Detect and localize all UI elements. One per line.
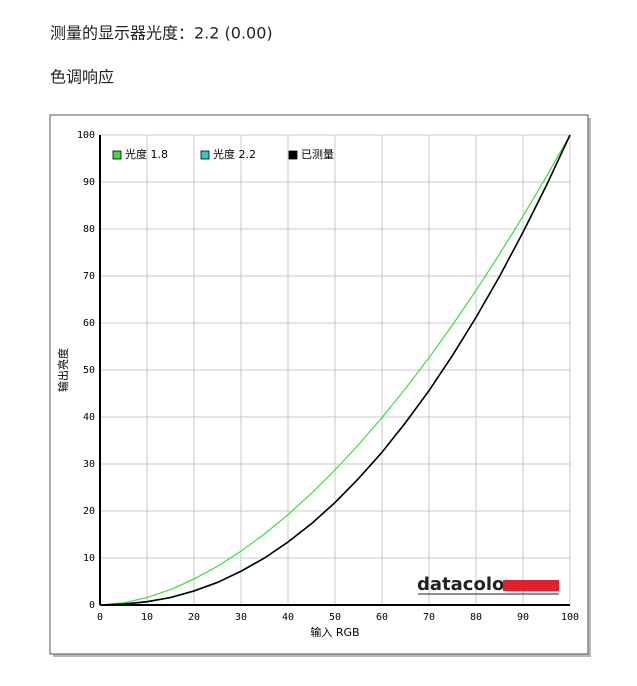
page-title: 测量的显示器光度：2.2 (0.00) — [50, 24, 273, 43]
x-tick-label: 0 — [97, 612, 103, 623]
x-tick-label: 80 — [470, 612, 482, 623]
legend-label: 光度 2.2 — [213, 147, 256, 161]
x-tick-label: 100 — [561, 612, 579, 623]
y-tick-label: 100 — [77, 130, 95, 141]
section-title: 色调响应 — [50, 68, 114, 87]
x-axis-label: 输入 RGB — [310, 625, 359, 639]
x-tick-label: 90 — [517, 612, 529, 623]
legend-swatch — [112, 150, 122, 160]
plot: 0 10 20 30 40 50 60 70 80 90 100 0 10 20 30 40 50 60 70 80 9… — [77, 130, 579, 623]
x-tick-label: 10 — [141, 612, 153, 623]
y-tick-label: 40 — [83, 412, 95, 423]
x-tick-label: 50 — [329, 612, 341, 623]
x-tick-label: 40 — [282, 612, 294, 623]
legend-label: 已测量 — [301, 148, 334, 161]
y-tick-label: 20 — [83, 506, 95, 517]
legend-label: 光度 1.8 — [125, 147, 168, 161]
logo-bar — [503, 580, 559, 591]
y-tick-label: 80 — [83, 224, 95, 235]
y-tick-label: 10 — [83, 553, 95, 564]
series-line — [99, 134, 571, 606]
x-tick-label: 60 — [376, 612, 388, 623]
legend-swatch — [200, 150, 210, 160]
y-tick-label: 30 — [83, 459, 95, 470]
logo: datacolor — [417, 574, 513, 595]
y-tick-label: 60 — [83, 318, 95, 329]
series-line — [99, 134, 571, 606]
y-tick-label: 70 — [83, 271, 95, 282]
y-tick-label: 50 — [83, 365, 95, 376]
x-tick-label: 30 — [235, 612, 247, 623]
y-axis-label: 输出亮度 — [56, 348, 70, 392]
y-tick-label: 0 — [89, 600, 95, 611]
legend-swatch — [288, 150, 298, 160]
x-tick-label: 70 — [423, 612, 435, 623]
chart-frame — [49, 114, 589, 655]
y-tick-label: 90 — [83, 177, 95, 188]
x-tick-label: 20 — [188, 612, 200, 623]
